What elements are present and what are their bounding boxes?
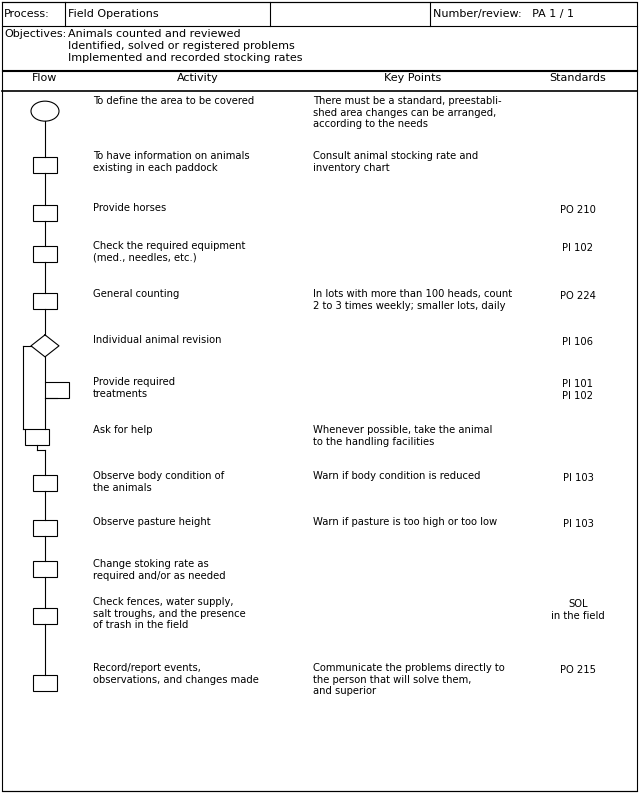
Text: Standards: Standards bbox=[549, 73, 606, 83]
Text: SOL
in the field: SOL in the field bbox=[551, 599, 605, 621]
Text: Animals counted and reviewed: Animals counted and reviewed bbox=[68, 29, 241, 39]
Text: PI 102: PI 102 bbox=[562, 243, 594, 253]
Text: Observe body condition of
the animals: Observe body condition of the animals bbox=[93, 471, 224, 492]
Text: PI 106: PI 106 bbox=[562, 337, 594, 347]
Text: To define the area to be covered: To define the area to be covered bbox=[93, 96, 254, 106]
Text: Identified, solved or registered problems: Identified, solved or registered problem… bbox=[68, 41, 295, 51]
Text: Consult animal stocking rate and
inventory chart: Consult animal stocking rate and invento… bbox=[313, 151, 478, 173]
Text: Flow: Flow bbox=[33, 73, 58, 83]
Text: Individual animal revision: Individual animal revision bbox=[93, 335, 222, 345]
Text: Ask for help: Ask for help bbox=[93, 425, 153, 435]
Text: Warn if pasture is too high or too low: Warn if pasture is too high or too low bbox=[313, 517, 497, 527]
Text: Provide horses: Provide horses bbox=[93, 203, 166, 213]
Text: Activity: Activity bbox=[177, 73, 219, 83]
Text: Process:: Process: bbox=[4, 9, 50, 19]
Text: PO 215: PO 215 bbox=[560, 665, 596, 675]
Text: PI 101
PI 102: PI 101 PI 102 bbox=[562, 379, 594, 400]
Text: Objectives:: Objectives: bbox=[4, 29, 66, 39]
Text: PO 210: PO 210 bbox=[560, 205, 596, 215]
Text: General counting: General counting bbox=[93, 289, 180, 299]
Text: Key Points: Key Points bbox=[385, 73, 442, 83]
Text: Number/review:   PA 1 / 1: Number/review: PA 1 / 1 bbox=[433, 9, 574, 19]
Text: Record/report events,
observations, and changes made: Record/report events, observations, and … bbox=[93, 663, 259, 684]
Text: Provide required
treatments: Provide required treatments bbox=[93, 377, 175, 399]
Text: Whenever possible, take the animal
to the handling facilities: Whenever possible, take the animal to th… bbox=[313, 425, 493, 446]
Text: To have information on animals
existing in each paddock: To have information on animals existing … bbox=[93, 151, 250, 173]
Text: Warn if body condition is reduced: Warn if body condition is reduced bbox=[313, 471, 481, 481]
Text: Check the required equipment
(med., needles, etc.): Check the required equipment (med., need… bbox=[93, 241, 245, 262]
Text: Communicate the problems directly to
the person that will solve them,
and superi: Communicate the problems directly to the… bbox=[313, 663, 505, 696]
Text: Field Operations: Field Operations bbox=[68, 9, 158, 19]
Text: Change stoking rate as
required and/or as needed: Change stoking rate as required and/or a… bbox=[93, 559, 226, 580]
Text: PI 103: PI 103 bbox=[562, 473, 594, 483]
Text: PI 103: PI 103 bbox=[562, 519, 594, 529]
Text: PO 224: PO 224 bbox=[560, 291, 596, 301]
Text: Check fences, water supply,
salt troughs, and the presence
of trash in the field: Check fences, water supply, salt troughs… bbox=[93, 597, 246, 630]
Text: There must be a standard, preestabli-
shed area changes can be arranged,
accordi: There must be a standard, preestabli- sh… bbox=[313, 96, 502, 129]
Text: Observe pasture height: Observe pasture height bbox=[93, 517, 211, 527]
Text: Implemented and recorded stocking rates: Implemented and recorded stocking rates bbox=[68, 53, 302, 63]
Text: In lots with more than 100 heads, count
2 to 3 times weekly; smaller lots, daily: In lots with more than 100 heads, count … bbox=[313, 289, 512, 311]
